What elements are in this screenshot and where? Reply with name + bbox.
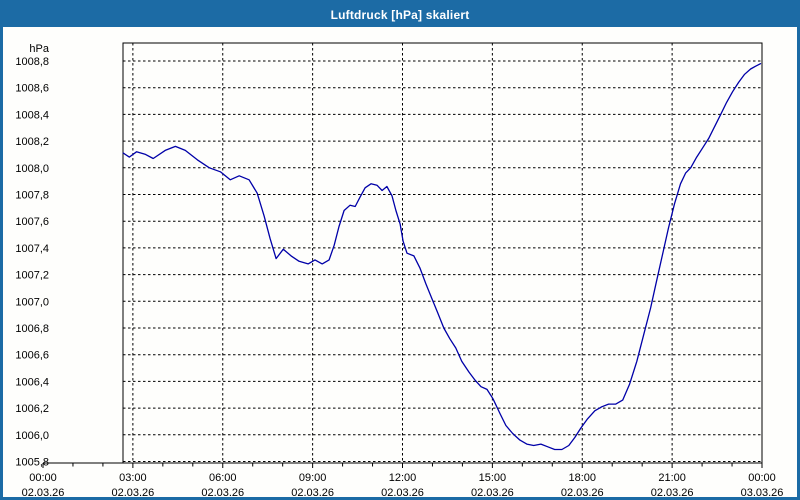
- x-tick-date-label: 02.03.26: [201, 487, 244, 499]
- y-tick-label: 1007,6: [15, 216, 49, 228]
- x-tick-time-label: 15:00: [479, 472, 507, 484]
- x-tick-date-label: 02.03.26: [381, 487, 424, 499]
- y-tick-label: 1008,4: [15, 109, 49, 121]
- y-axis-unit-label: hPa: [29, 43, 49, 55]
- y-tick-label: 1007,4: [15, 243, 49, 255]
- x-tick-time-label: 00:00: [29, 472, 57, 484]
- x-tick-date-label: 02.03.26: [471, 487, 514, 499]
- x-tick-date-label: 02.03.26: [651, 487, 694, 499]
- pressure-curve: [122, 63, 762, 451]
- y-tick-label: 1008,0: [15, 163, 49, 175]
- y-tick-label: 1008,6: [15, 83, 49, 95]
- x-tick-date-label: 02.03.26: [111, 487, 154, 499]
- y-tick-label: 1007,2: [15, 270, 49, 282]
- x-tick-time-label: 18:00: [568, 472, 596, 484]
- x-tick-date-label: 03.03.26: [741, 487, 784, 499]
- x-tick-time-label: 00:00: [748, 472, 776, 484]
- x-tick-date-label: 02.03.26: [291, 487, 334, 499]
- y-tick-label: 1006,2: [15, 403, 49, 415]
- window-title-bar[interactable]: Luftdruck [hPa] skaliert: [3, 3, 797, 27]
- y-tick-label: 1007,0: [15, 296, 49, 308]
- plot-frame: [122, 42, 763, 464]
- x-tick-time-label: 03:00: [119, 472, 147, 484]
- y-tick-label: 1005,8: [15, 457, 49, 469]
- y-tick-label: 1006,8: [15, 323, 49, 335]
- y-tick-label: 1008,8: [15, 56, 49, 68]
- y-tick-label: 1007,8: [15, 190, 49, 202]
- window-title: Luftdruck [hPa] skaliert: [330, 8, 470, 22]
- y-tick-label: 1006,6: [15, 350, 49, 362]
- x-tick-time-label: 12:00: [389, 472, 417, 484]
- x-tick-time-label: 06:00: [209, 472, 237, 484]
- x-tick-time-label: 09:00: [299, 472, 327, 484]
- x-tick-date-label: 02.03.26: [22, 487, 65, 499]
- x-tick-date-label: 02.03.26: [561, 487, 604, 499]
- y-tick-label: 1006,0: [15, 430, 49, 442]
- x-tick-time-label: 21:00: [658, 472, 686, 484]
- pressure-line-chart: 1008,8 1008,6 1008,4 1008,2 1008,0 1007,8 1007…: [15, 42, 784, 499]
- y-tick-label: 1006,4: [15, 376, 49, 388]
- y-tick-label: 1008,2: [15, 136, 49, 148]
